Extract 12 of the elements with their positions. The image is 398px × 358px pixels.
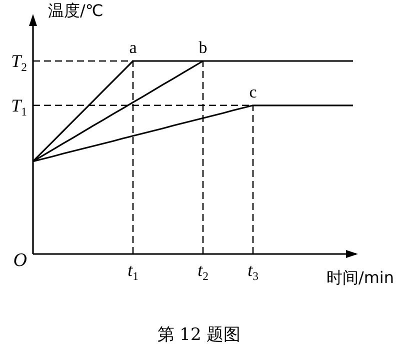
x-tick-label: t$_{3}$ — [248, 260, 259, 283]
x-tick-label: t$_{2}$ — [198, 260, 209, 283]
ref-line-label: T$_{1}$ — [11, 95, 28, 118]
series-label: b — [198, 38, 208, 57]
x-tick-label: t$_{1}$ — [128, 260, 139, 283]
text: O — [13, 250, 28, 271]
text: 第 12 题图 — [157, 325, 241, 345]
series-label: c — [249, 82, 258, 102]
ref-line-label: T$_{2}$ — [11, 51, 28, 74]
y-axis-title: 温度/℃ — [48, 1, 104, 20]
series-label: a — [129, 38, 138, 57]
x-axis-title: 时间/min — [326, 268, 394, 287]
